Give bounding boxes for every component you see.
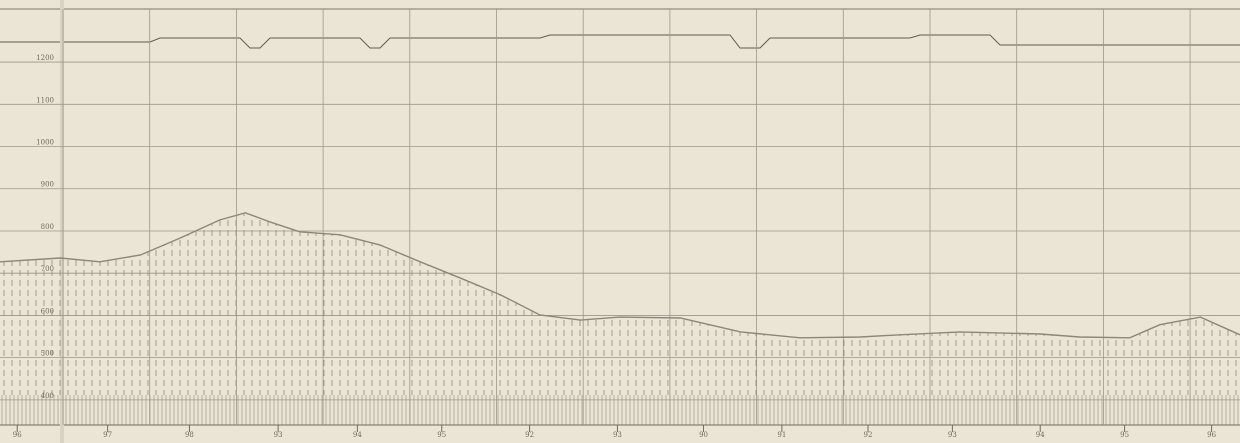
x-tick-label: 93 [613,431,622,439]
profile-line [0,212,1240,339]
y-tick-label: 1100 [36,96,54,104]
x-tick-label: 92 [525,431,534,439]
x-tick-label: 93 [274,431,283,439]
x-tick-label: 93 [948,431,957,439]
x-tick-label: 94 [1036,431,1045,439]
plot: 4005006007008009001000110012009697989394… [0,9,1240,439]
profile-fill [0,212,1240,395]
x-tick-label: 96 [13,431,22,439]
x-tick-label: 91 [777,431,786,439]
x-tick-label: 94 [353,431,362,439]
x-tick-label: 95 [437,431,446,439]
y-tick-label: 800 [41,223,54,231]
x-tick-label: 95 [1120,431,1129,439]
x-tick-label: 92 [864,431,873,439]
x-tick-label: 98 [185,431,194,439]
y-tick-label: 400 [41,392,54,400]
x-tick-label: 96 [1207,431,1216,439]
y-tick-label: 1200 [36,54,54,62]
alignment-line [0,34,1240,49]
x-tick-label: 97 [103,431,112,439]
y-tick-label: 1000 [36,139,54,147]
x-tick-label: 90 [699,431,708,439]
y-tick-label: 900 [41,181,54,189]
